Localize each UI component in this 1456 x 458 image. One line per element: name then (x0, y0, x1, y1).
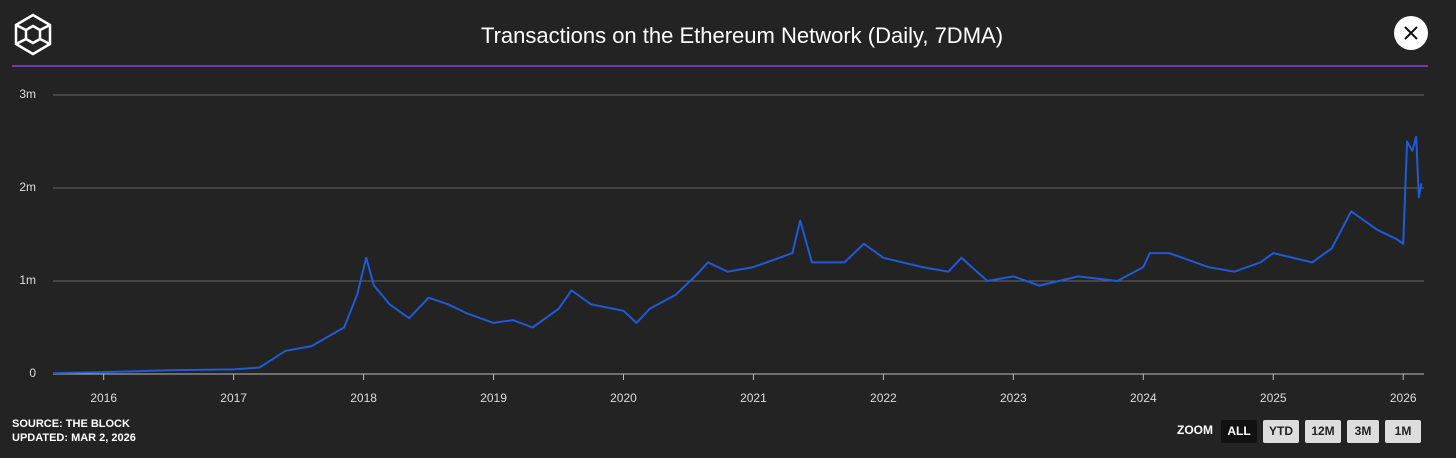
zoom-button[interactable]: 3M (1347, 420, 1379, 443)
x-tick-label: 2025 (1260, 391, 1287, 405)
zoom-button[interactable]: 12M (1305, 420, 1341, 443)
zoom-label: ZOOM (1177, 423, 1213, 437)
y-tick-label: 2m (19, 180, 36, 194)
source: SOURCE: THE BLOCK (12, 418, 130, 430)
y-tick-label: 3m (19, 87, 36, 101)
x-tick-label: 2021 (740, 391, 767, 405)
zoom-button[interactable]: YTD (1263, 420, 1299, 443)
x-tick-label: 2022 (870, 391, 897, 405)
x-tick-label: 2023 (1000, 391, 1027, 405)
x-tick-label: 2016 (90, 391, 117, 405)
series-line (52, 135, 1423, 375)
zoom-button[interactable]: 1M (1385, 420, 1421, 443)
chart-title: Transactions on the Ethereum Network (Da… (481, 23, 1003, 48)
updated: UPDATED: MAR 2, 2026 (12, 432, 136, 444)
y-tick-label: 0 (29, 366, 36, 380)
close-button[interactable] (1394, 16, 1428, 50)
y-tick-label: 1m (19, 273, 36, 287)
x-tick-label: 2026 (1390, 391, 1417, 405)
x-tick-label: 2018 (350, 391, 377, 405)
logo (14, 13, 52, 56)
x-tick-label: 2017 (220, 391, 247, 405)
x-tick-label: 2024 (1130, 391, 1157, 405)
x-tick-label: 2020 (610, 391, 637, 405)
x-tick-label: 2019 (480, 391, 507, 405)
zoom-button[interactable]: ALL (1221, 420, 1257, 443)
